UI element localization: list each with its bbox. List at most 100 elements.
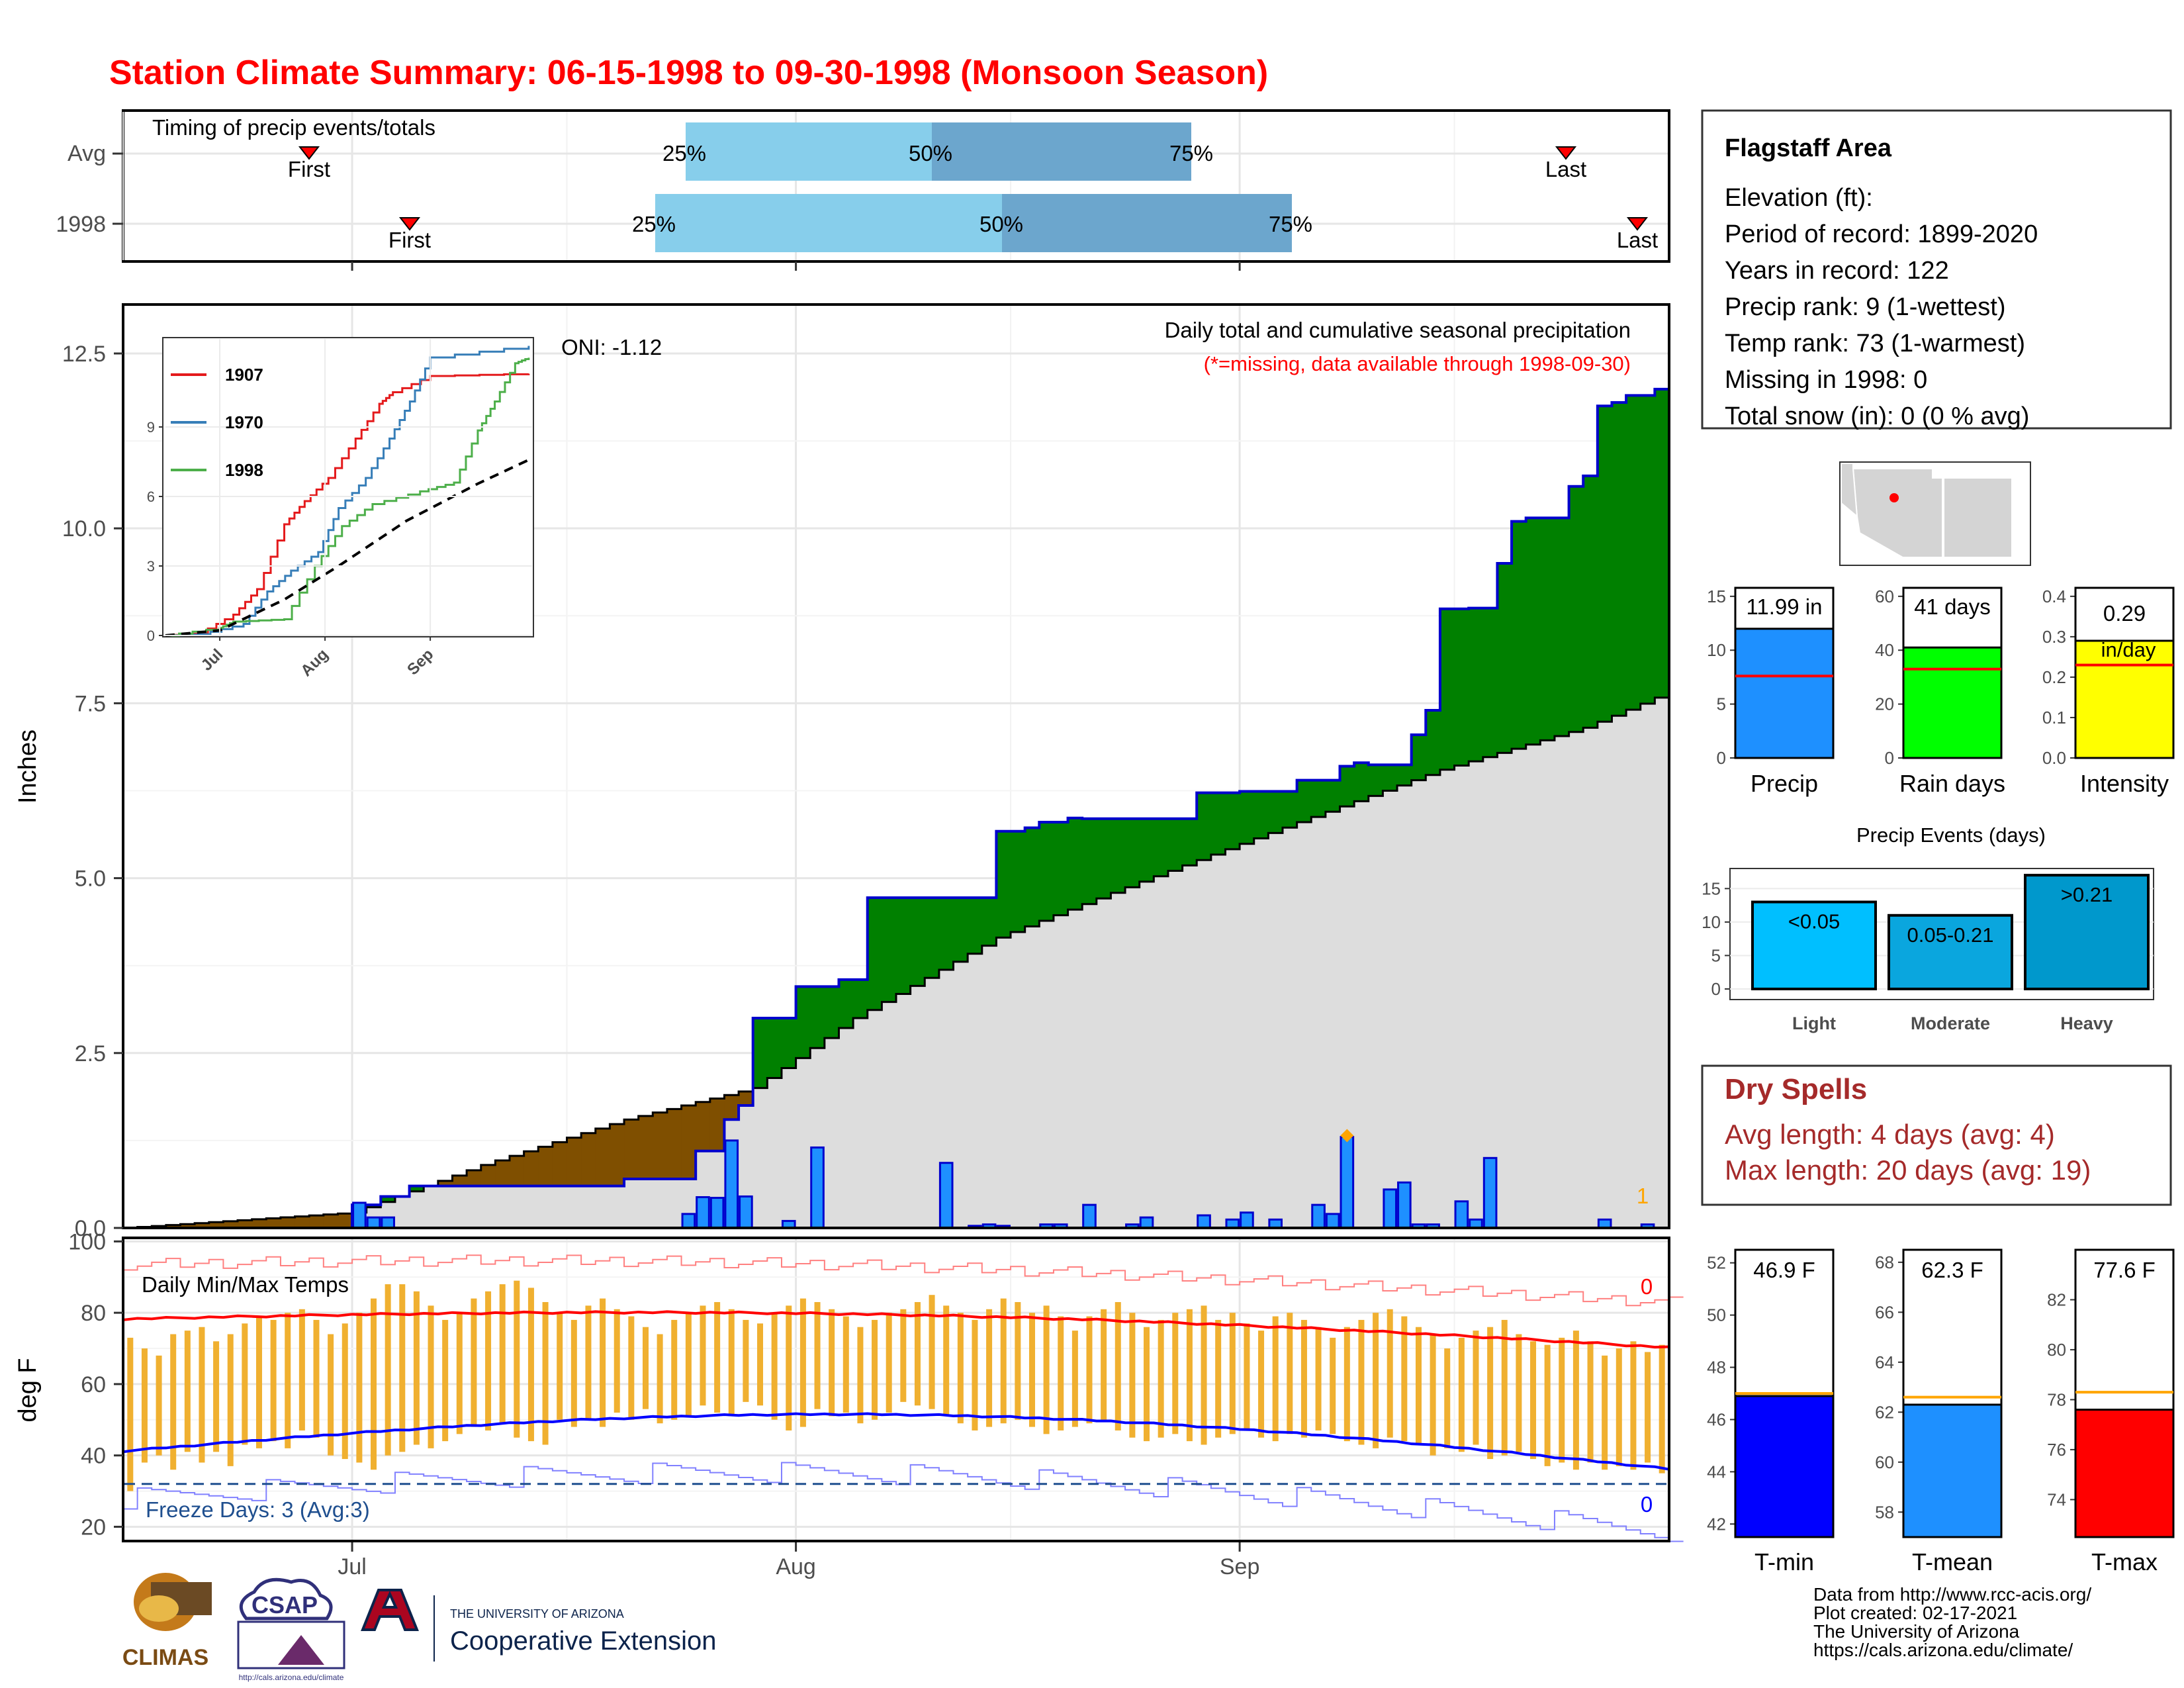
temp-summary-ytick-label: 48 xyxy=(1707,1358,1726,1378)
above-average-area xyxy=(1482,608,1498,757)
daily-precip-bar xyxy=(681,1213,696,1229)
timing-1998-last-marker xyxy=(1626,217,1649,231)
timing-1998-p75: 75% xyxy=(1269,212,1312,236)
daily-temp-bar xyxy=(929,1295,935,1409)
below-average-area xyxy=(638,1115,653,1180)
temp-summary-ytick-label: 76 xyxy=(2047,1440,2066,1460)
above-average-area xyxy=(1096,818,1112,899)
above-average-area xyxy=(1454,608,1469,766)
x-tick-label-aug: Aug xyxy=(776,1554,816,1579)
timing-1998-p50: 50% xyxy=(979,212,1023,236)
daily-temp-bar xyxy=(657,1334,663,1424)
temp-summary-bars: 42 44 46 48 50 52 46.9 F T-min 58 60 62 64 66 68 62.3 … xyxy=(1707,1248,2175,1575)
inset-legend-label-1970: 1970 xyxy=(225,412,263,432)
footer-line: Data from http://www.rcc-acis.org/ xyxy=(1813,1584,2091,1605)
daily-temp-bar xyxy=(1415,1327,1422,1445)
daily-temp-bar xyxy=(385,1284,391,1456)
temp-summary-value-label: 62.3 F xyxy=(1921,1258,1983,1282)
daily-temp-bar xyxy=(1587,1341,1594,1463)
daily-temp-bar xyxy=(829,1309,835,1417)
below-average-area xyxy=(452,1175,467,1186)
temp-ytick-label: 20 xyxy=(81,1515,106,1540)
precip-events-chart: Precip Events (days) 0 5 10 15 <0.05 Light 0.0… xyxy=(1702,823,2154,1033)
daily-precip-bar xyxy=(1240,1211,1254,1229)
daily-temp-bar xyxy=(255,1316,262,1448)
summary-ytick-label: 20 xyxy=(1875,694,1894,714)
footer-line: The University of Arizona xyxy=(1813,1621,2020,1642)
inset-ytick-label: 3 xyxy=(147,558,155,575)
daily-temp-bar xyxy=(1158,1319,1164,1438)
daily-precip-bar xyxy=(724,1139,739,1229)
temp-summary-bar-t-min xyxy=(1734,1395,1835,1538)
footer-line: Plot created: 02-17-2021 xyxy=(1813,1603,2017,1623)
above-average-area xyxy=(1497,563,1512,753)
station-info-line: Temp rank: 73 (1-warmest) xyxy=(1725,330,2025,357)
timing-avg-p50: 50% xyxy=(909,141,952,165)
events-bar-moderate xyxy=(1888,914,2013,991)
locator-map xyxy=(1839,461,2031,566)
x-tick-label-jul: Jul xyxy=(338,1554,366,1579)
below-average-area xyxy=(309,1215,324,1228)
daily-temp-bar xyxy=(1215,1319,1222,1438)
daily-temp-bar xyxy=(1172,1313,1179,1434)
climas-logo-text: CLIMAS xyxy=(122,1645,208,1670)
temp-summary-ytick-label: 68 xyxy=(1875,1252,1894,1272)
below-average-area xyxy=(437,1180,453,1186)
above-average-area xyxy=(796,986,811,1058)
below-average-area xyxy=(338,1213,353,1228)
daily-temp-bar xyxy=(1201,1305,1207,1445)
above-average-area xyxy=(981,898,997,946)
daily-temp-bar xyxy=(356,1313,363,1463)
above-average-area xyxy=(1354,763,1369,802)
above-average-area xyxy=(1512,521,1527,749)
daily-temp-bar xyxy=(957,1313,964,1424)
above-average-area xyxy=(1268,791,1283,833)
temp-summary-ytick-label: 50 xyxy=(1707,1305,1726,1325)
daily-temp-bar xyxy=(857,1327,864,1424)
daily-temp-bar xyxy=(213,1341,220,1452)
events-ytick-label: 15 xyxy=(1702,878,1721,898)
station-info-line: Elevation (ft): xyxy=(1725,184,1873,212)
daily-temp-bar xyxy=(1272,1316,1279,1442)
temp-summary-bar-t-max xyxy=(2074,1409,2175,1538)
above-average-area xyxy=(1368,765,1384,796)
daily-temp-bar xyxy=(1358,1319,1365,1445)
new-mexico-shape xyxy=(1943,477,2013,558)
ua-logo: THE UNIVERSITY OF ARIZONA Cooperative Ex… xyxy=(361,1589,716,1662)
daily-temp-bar xyxy=(1559,1337,1565,1463)
below-average-area xyxy=(195,1223,210,1228)
events-bar-heavy xyxy=(2024,874,2150,990)
daily-temp-bar xyxy=(1544,1344,1551,1466)
climas-logo: CLIMAS xyxy=(122,1573,212,1670)
summary-value-label: 0.29 xyxy=(2103,601,2146,626)
timing-avg-first-marker xyxy=(298,146,320,160)
daily-temp-bar xyxy=(1287,1313,1293,1434)
above-average-area xyxy=(882,898,897,1002)
above-average-area xyxy=(1554,518,1570,737)
daily-temp-bar xyxy=(456,1313,463,1434)
x-tick-label-sep: Sep xyxy=(1220,1554,1260,1579)
above-average-area xyxy=(1297,780,1312,823)
above-average-area xyxy=(896,898,911,994)
daily-temp-bar xyxy=(1373,1313,1379,1448)
x-axis: Jul Aug Sep xyxy=(338,261,1259,1579)
above-average-area xyxy=(1210,792,1226,855)
avg-tmax-line xyxy=(122,1310,1670,1349)
daily-temp-bar xyxy=(1572,1331,1579,1470)
summary-ytick-label: 15 xyxy=(1707,586,1726,606)
daily-temp-bar xyxy=(127,1337,134,1491)
daily-temp-bar xyxy=(1129,1313,1136,1438)
summary-bar-intensity xyxy=(2074,639,2175,759)
daily-temp-bar xyxy=(341,1323,348,1460)
temp-ytick-label: 100 xyxy=(68,1229,106,1254)
daily-temp-bar xyxy=(170,1334,177,1470)
daily-temp-bar xyxy=(1516,1334,1522,1452)
above-average-area xyxy=(1240,791,1255,844)
precip-ytick-label: 2.5 xyxy=(75,1041,106,1066)
below-average-area xyxy=(208,1222,224,1228)
timing-row-label-avg: Avg xyxy=(68,141,106,166)
timing-avg-p75: 75% xyxy=(1169,141,1213,165)
daily-temp-bar xyxy=(1300,1319,1307,1438)
daily-temp-bar xyxy=(886,1313,892,1413)
daily-precip-bar xyxy=(1082,1203,1097,1229)
